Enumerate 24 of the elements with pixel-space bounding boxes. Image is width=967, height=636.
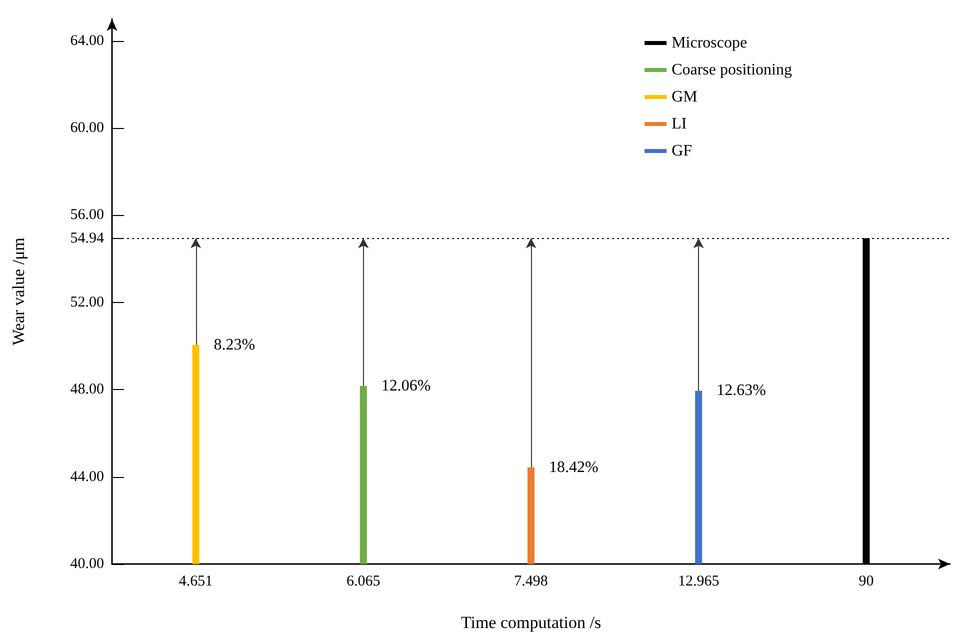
annotation: 12.06% <box>381 377 431 394</box>
y-tick-label: 60.00 <box>70 120 104 136</box>
annotation: 18.42% <box>549 458 598 476</box>
y-tick-label: 52.00 <box>70 294 104 310</box>
legend-label: LI <box>672 116 687 132</box>
y-tick-label: 56.00 <box>70 207 104 224</box>
legend-label: GM <box>672 88 698 106</box>
x-tick-label: 4.651 <box>178 574 213 590</box>
legend-label: Coarse positioning <box>672 62 792 78</box>
legend-label: Microscope <box>672 34 748 52</box>
y-tick-label: 44.00 <box>70 468 104 485</box>
x-axis-title: Time computation /s <box>460 613 602 632</box>
x-tick-label: 6.065 <box>346 574 380 590</box>
y-axis-title: Wear value /μm <box>9 238 28 346</box>
annotation: 12.63% <box>716 382 766 400</box>
x-tick-label: 12.965 <box>678 574 720 590</box>
annotation: 8.23% <box>214 336 256 354</box>
y-tick-label: 54.94 <box>70 230 104 246</box>
y-tick-label: 48.00 <box>70 382 104 398</box>
y-tick-label: 40.00 <box>70 556 104 572</box>
legend-label: GF <box>672 142 692 160</box>
y-tick-label: 64.00 <box>70 32 104 49</box>
x-tick-label: 7.498 <box>514 574 548 590</box>
x-tick-label: 90 <box>858 574 874 590</box>
